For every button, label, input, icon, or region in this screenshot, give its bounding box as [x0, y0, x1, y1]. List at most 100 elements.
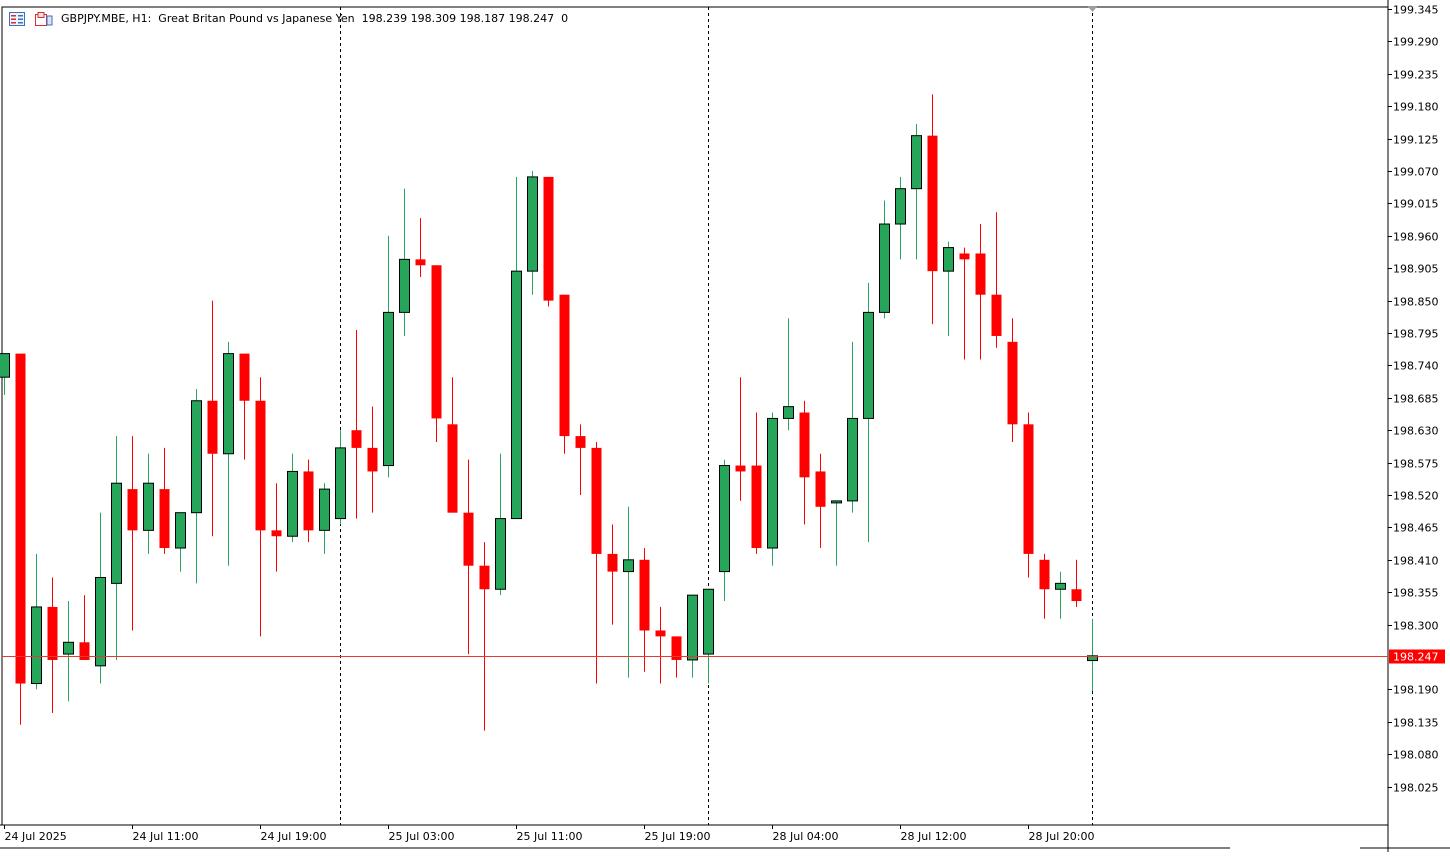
- candle-body-bear[interactable]: [751, 465, 762, 549]
- candle-body-bear[interactable]: [47, 606, 58, 660]
- price-tick-label: 199.125: [1393, 134, 1439, 147]
- price-tick-label: 198.465: [1393, 522, 1439, 535]
- candle-body-bull[interactable]: [287, 470, 298, 537]
- candle-body-bear[interactable]: [415, 259, 426, 266]
- symbol-description: Great Britan Pound vs Japanese Yen: [158, 12, 355, 25]
- candle-body-bull[interactable]: [0, 353, 10, 378]
- candle-body-bull[interactable]: [703, 588, 714, 655]
- candle-body-bear[interactable]: [463, 512, 474, 566]
- chart-settings-icon[interactable]: [35, 11, 53, 26]
- candle-body-bull[interactable]: [31, 606, 42, 685]
- candle-body-bear[interactable]: [207, 400, 218, 454]
- chart-list-icon[interactable]: [9, 11, 25, 26]
- candle-body-bull[interactable]: [895, 188, 906, 225]
- price-tick-label: 198.685: [1393, 393, 1439, 406]
- candle-body-bear[interactable]: [799, 412, 810, 478]
- candle-body-bull[interactable]: [943, 247, 954, 272]
- time-tick-label: 28 Jul 04:00: [773, 830, 839, 843]
- candle-body-bear[interactable]: [447, 424, 458, 513]
- candle-body-bull[interactable]: [175, 512, 186, 549]
- candle-body-bear[interactable]: [255, 400, 266, 531]
- candle-body-bull[interactable]: [111, 482, 122, 584]
- candle-body-bull[interactable]: [719, 465, 730, 573]
- time-tick-label: 25 Jul 19:00: [645, 830, 711, 843]
- price-tick-label: 198.575: [1393, 458, 1439, 471]
- candle-body-bear[interactable]: [815, 471, 826, 507]
- candle-body-bear[interactable]: [127, 489, 138, 531]
- price-tick-label: 198.135: [1393, 717, 1439, 730]
- ohlc-values: 198.239 198.309 198.187 198.247: [361, 12, 555, 25]
- candle-body-bear[interactable]: [1007, 341, 1018, 425]
- candle-body-bull[interactable]: [95, 576, 106, 667]
- time-tick-label: 24 Jul 19:00: [261, 830, 327, 843]
- candle-body-bull[interactable]: [527, 176, 538, 272]
- candle-body-bull[interactable]: [143, 482, 154, 531]
- time-tick-label: 28 Jul 12:00: [901, 830, 967, 843]
- candle-body-bull[interactable]: [511, 270, 522, 520]
- candle-body-bull[interactable]: [495, 518, 506, 590]
- candle-body-bear[interactable]: [239, 353, 250, 401]
- price-tick-label: 198.300: [1393, 620, 1439, 633]
- candle-body-bear[interactable]: [303, 471, 314, 531]
- candle-body-bull[interactable]: [1055, 582, 1066, 590]
- candle-body-bear[interactable]: [1039, 559, 1050, 590]
- candle-body-bear[interactable]: [575, 436, 586, 448]
- candle-body-bull[interactable]: [63, 641, 74, 655]
- price-tick-label: 198.795: [1393, 328, 1439, 341]
- price-tick-label: 199.015: [1393, 198, 1439, 211]
- candle-body-bear[interactable]: [159, 489, 170, 549]
- candle-body-bull[interactable]: [783, 406, 794, 419]
- candle-body-bull[interactable]: [319, 488, 330, 531]
- candle-body-bear[interactable]: [351, 430, 362, 448]
- candle-body-bear[interactable]: [959, 253, 970, 260]
- candle-body-bear[interactable]: [591, 447, 602, 554]
- candle-body-bull[interactable]: [831, 500, 842, 504]
- candle-body-bear[interactable]: [607, 553, 618, 572]
- candle-body-bear[interactable]: [367, 447, 378, 472]
- candle-body-bear[interactable]: [543, 176, 554, 301]
- candle-body-bear[interactable]: [655, 630, 666, 637]
- candle-body-bull[interactable]: [223, 353, 234, 455]
- chart-shift-marker[interactable]: [1087, 6, 1098, 12]
- candle-body-bear[interactable]: [559, 294, 570, 437]
- price-tick-label: 198.190: [1393, 684, 1439, 697]
- price-tick-label: 198.905: [1393, 263, 1439, 276]
- price-tick-label: 198.410: [1393, 555, 1439, 568]
- time-tick-label: 28 Jul 20:00: [1029, 830, 1095, 843]
- price-tick-label: 198.850: [1393, 296, 1439, 309]
- candle-body-bear[interactable]: [431, 265, 442, 419]
- candle-body-bear[interactable]: [639, 559, 650, 631]
- symbol-name: GBPJPY.MBE, H1:: [61, 12, 152, 25]
- candle-body-bull[interactable]: [335, 447, 346, 520]
- candle-body-bear[interactable]: [79, 642, 90, 660]
- candle-body-bull[interactable]: [687, 594, 698, 661]
- symbol-info: GBPJPY.MBE, H1: Great Britan Pound vs Ja…: [61, 12, 568, 25]
- candle-body-bear[interactable]: [927, 135, 938, 272]
- candle-body-bull[interactable]: [847, 417, 858, 502]
- candle-body-bull[interactable]: [399, 258, 410, 313]
- candle-body-bull[interactable]: [191, 400, 202, 514]
- candle-body-bear[interactable]: [1023, 424, 1034, 554]
- candle-body-bear[interactable]: [1071, 589, 1082, 602]
- candle-body-bull[interactable]: [383, 311, 394, 467]
- candle-body-bear[interactable]: [991, 294, 1002, 336]
- candle-body-bear[interactable]: [975, 253, 986, 295]
- price-tick-label: 198.355: [1393, 587, 1439, 600]
- candle-body-bull[interactable]: [863, 311, 874, 419]
- price-tick-label: 199.345: [1393, 4, 1439, 17]
- candle-body-bear[interactable]: [671, 636, 682, 660]
- candle-body-bull[interactable]: [879, 223, 890, 313]
- candle-body-bull[interactable]: [623, 559, 634, 573]
- candle-body-bull[interactable]: [911, 135, 922, 190]
- candle-body-bear[interactable]: [271, 530, 282, 537]
- candle-body-bear[interactable]: [479, 565, 490, 590]
- current-price-label-bg: [1389, 649, 1445, 664]
- candle-body-bull[interactable]: [767, 417, 778, 549]
- time-tick-label: 24 Jul 2025: [5, 830, 67, 843]
- candle-body-bear[interactable]: [15, 353, 26, 684]
- candle-body-bull[interactable]: [1087, 655, 1098, 662]
- candle-body-bear[interactable]: [735, 465, 746, 472]
- price-tick-label: 199.180: [1393, 101, 1439, 114]
